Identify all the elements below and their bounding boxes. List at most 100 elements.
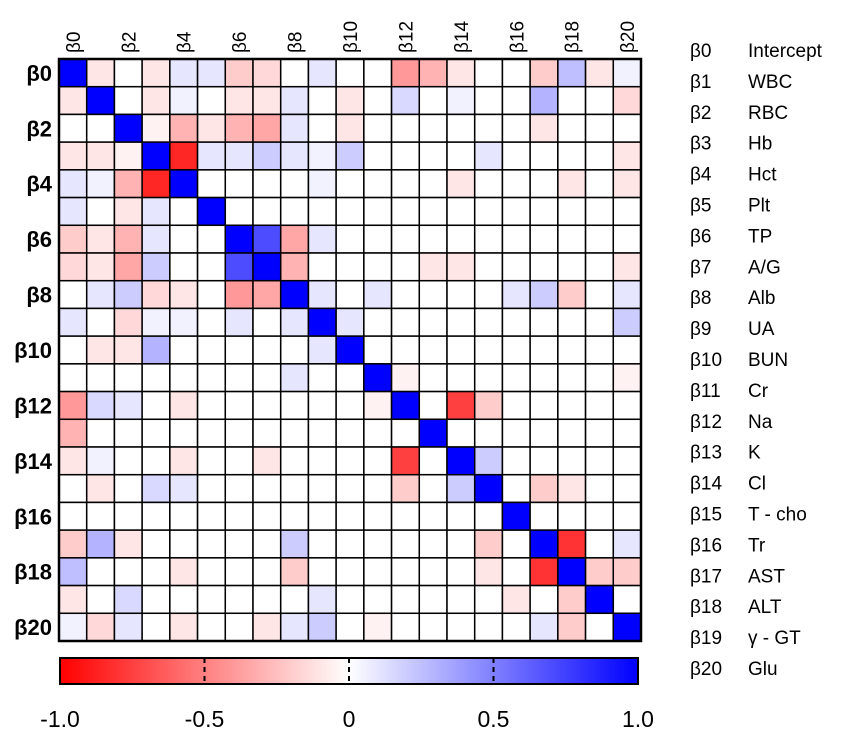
heatmap-cell [363,418,393,448]
heatmap-cell [501,169,531,199]
heatmap-cell [418,307,448,337]
heatmap-cell [584,85,615,116]
legend-key: β6 [690,226,712,247]
heatmap-cell [501,529,531,559]
heatmap-cell [169,85,199,116]
heatmap-cell [58,335,88,365]
heatmap-cell [252,169,282,199]
legend-key: β20 [690,659,722,680]
colorbar: -1.0 -0.5 0 0.5 1.0 [40,657,654,732]
colorbar-tick-label: 0.5 [478,706,510,732]
heatmap-cell [501,252,531,282]
row-label: β4 [26,172,52,197]
heatmap-cell [196,169,227,199]
legend-key: β7 [690,257,712,278]
heatmap-cell [58,390,88,421]
heatmap-cell [307,113,337,143]
heatmap-cell [113,85,143,116]
heatmap-cell [196,141,227,171]
heatmap-cell [141,390,171,421]
heatmap-cell [557,557,587,587]
heatmap-cell [446,307,476,337]
heatmap-cell [418,446,448,476]
heatmap-cell [169,584,199,615]
heatmap-cell [196,446,227,476]
heatmap-cell [529,279,559,310]
heatmap-cell [584,141,615,171]
heatmap-cell [446,584,476,615]
heatmap-cell [612,85,642,116]
heatmap-cell [113,501,143,531]
heatmap-cell [363,141,393,171]
heatmap-cell [224,196,254,227]
heatmap-cell [224,584,254,615]
heatmap-cell [141,335,171,365]
heatmap-cell [85,418,116,448]
heatmap-cell [113,252,143,282]
heatmap-cell [557,363,587,393]
heatmap-cell [584,612,615,642]
heatmap-cell [307,252,337,282]
legend-variable-name: Cl [748,474,766,495]
heatmap-cell [446,557,476,587]
heatmap-cell [501,224,531,254]
heatmap-cell [612,446,642,476]
heatmap-cell [224,473,254,504]
legend-variable-name: T - cho [748,505,807,526]
heatmap-cell [501,307,531,337]
legend-key: β1 [690,72,712,93]
row-label: β6 [26,227,52,252]
row-label: β8 [26,283,52,308]
heatmap-cell [141,473,171,504]
heatmap-cell [473,584,504,615]
heatmap-cell [113,446,143,476]
heatmap-cell [58,363,88,393]
heatmap-cell [58,252,88,282]
heatmap-cell [418,418,448,448]
heatmap-cell [279,279,310,310]
heatmap-cell [224,169,254,199]
heatmap-cell [612,307,642,337]
heatmap-cell [58,113,88,143]
heatmap-cell [224,557,254,587]
legend-key: β2 [690,103,712,124]
heatmap-cell [612,612,642,642]
heatmap-cell [446,279,476,310]
row-label: β0 [26,61,52,86]
heatmap-cell [335,169,365,199]
row-label: β16 [14,504,52,529]
heatmap-cell [58,557,88,587]
heatmap-cell [279,418,310,448]
heatmap-cell [113,279,143,310]
heatmap-cell [446,363,476,393]
heatmap-cell [557,584,587,615]
heatmap-cell [363,363,393,393]
heatmap-cell [224,224,254,254]
heatmap-cell [557,196,587,227]
heatmap-cell [196,307,227,337]
heatmap-cell [335,612,365,642]
heatmap-cell [557,529,587,559]
heatmap-cell [307,501,337,531]
heatmap-cell [141,418,171,448]
heatmap-cell [363,473,393,504]
legend-key: β13 [690,443,722,464]
heatmap-cell [224,335,254,365]
heatmap-cell [196,279,227,310]
heatmap-cell [252,390,282,421]
heatmap-cell [58,141,88,171]
heatmap-cell [418,58,448,88]
heatmap-cell [335,224,365,254]
legend-key: β5 [690,196,712,217]
heatmap-cell [85,557,116,587]
heatmap-cell [335,557,365,587]
heatmap-cell [169,335,199,365]
heatmap-cell [58,307,88,337]
heatmap-cell [252,196,282,227]
heatmap-cell [612,390,642,421]
heatmap-cell [113,473,143,504]
heatmap-cell [501,113,531,143]
legend-variable-name: TP [748,226,772,247]
heatmap-cell [307,584,337,615]
heatmap-cell [113,529,143,559]
